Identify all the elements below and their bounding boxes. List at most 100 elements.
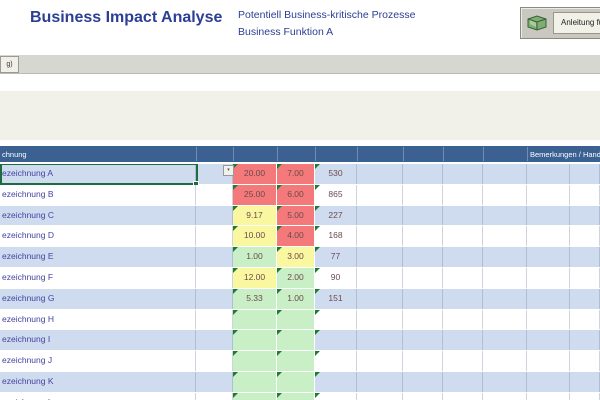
process-name-cell[interactable]: ezeichnung G <box>0 288 196 309</box>
downtime-cost-cell[interactable]: 865 <box>315 184 357 205</box>
grid-cell[interactable] <box>443 247 483 267</box>
process-name-cell[interactable]: ezeichnung K <box>0 372 196 392</box>
impact-rank-cell[interactable] <box>233 351 277 371</box>
grid-cell[interactable] <box>403 247 443 267</box>
relevant-cell[interactable] <box>196 205 233 226</box>
impact-rank-cell[interactable]: 20.00 <box>233 164 277 184</box>
time-sensitivity-cell[interactable] <box>357 184 403 205</box>
remarks-cell[interactable] <box>527 372 570 392</box>
grid-cell[interactable] <box>570 247 600 267</box>
grid-cell[interactable] <box>443 164 483 184</box>
urgency-cell[interactable] <box>277 330 315 351</box>
grid-cell[interactable] <box>570 184 600 205</box>
grid-cell[interactable] <box>570 205 600 226</box>
process-name-cell[interactable]: ezeichnung B <box>0 184 196 205</box>
time-sensitivity-cell[interactable] <box>357 309 403 330</box>
relevant-cell[interactable] <box>196 309 233 330</box>
impact-rank-cell[interactable]: 25.00 <box>233 184 277 205</box>
grid-cell[interactable] <box>483 309 527 330</box>
process-name-cell[interactable]: ezeichnung A <box>0 164 196 184</box>
grid-cell[interactable] <box>483 247 527 267</box>
grid-cell[interactable] <box>483 288 527 309</box>
grid-cell[interactable] <box>443 351 483 371</box>
remarks-cell[interactable] <box>527 268 570 288</box>
grid-cell[interactable] <box>570 351 600 371</box>
grid-cell[interactable] <box>403 309 443 330</box>
grid-cell[interactable] <box>403 164 443 184</box>
time-sensitivity-cell[interactable] <box>357 226 403 247</box>
impact-rank-cell[interactable]: 5.33 <box>233 288 277 309</box>
downtime-cost-cell[interactable] <box>315 351 357 371</box>
process-name-cell[interactable]: ezeichnung C <box>0 205 196 226</box>
downtime-cost-cell[interactable]: 151 <box>315 288 357 309</box>
relevant-cell[interactable] <box>196 351 233 371</box>
grid-cell[interactable] <box>483 268 527 288</box>
downtime-cost-cell[interactable]: 530 <box>315 164 357 184</box>
urgency-cell[interactable] <box>277 372 315 392</box>
grid-cell[interactable] <box>570 288 600 309</box>
time-sensitivity-cell[interactable] <box>357 205 403 226</box>
grid-cell[interactable] <box>483 392 527 400</box>
grid-cell[interactable] <box>403 288 443 309</box>
impact-rank-cell[interactable]: 10.00 <box>233 226 277 247</box>
grid-cell[interactable] <box>570 372 600 392</box>
time-sensitivity-cell[interactable] <box>357 164 403 184</box>
grid-cell[interactable] <box>570 392 600 400</box>
relevant-cell[interactable] <box>196 184 233 205</box>
downtime-cost-cell[interactable] <box>315 392 357 400</box>
grid-cell[interactable] <box>443 288 483 309</box>
downtime-cost-cell[interactable]: 90 <box>315 268 357 288</box>
impact-rank-cell[interactable] <box>233 392 277 400</box>
downtime-cost-cell[interactable] <box>315 309 357 330</box>
grid-cell[interactable] <box>403 268 443 288</box>
remarks-cell[interactable] <box>527 205 570 226</box>
relevant-cell[interactable] <box>196 330 233 351</box>
remarks-cell[interactable] <box>527 226 570 247</box>
grid-cell[interactable] <box>403 330 443 351</box>
urgency-cell[interactable]: 3.00 <box>277 247 315 267</box>
process-name-cell[interactable]: ezeichnung F <box>0 268 196 288</box>
remarks-cell[interactable] <box>527 309 570 330</box>
process-name-cell[interactable]: ezeichnung I <box>0 330 196 351</box>
impact-rank-cell[interactable] <box>233 372 277 392</box>
grid-cell[interactable] <box>443 205 483 226</box>
remarks-cell[interactable] <box>527 351 570 371</box>
remarks-cell[interactable] <box>527 330 570 351</box>
grid-cell[interactable] <box>443 268 483 288</box>
grid-cell[interactable] <box>483 330 527 351</box>
help-button[interactable]: Anleitung fü <box>520 7 600 39</box>
grid-cell[interactable] <box>403 226 443 247</box>
time-sensitivity-cell[interactable] <box>357 268 403 288</box>
urgency-cell[interactable]: 2.00 <box>277 268 315 288</box>
grid-cell[interactable] <box>570 330 600 351</box>
grid-cell[interactable] <box>403 205 443 226</box>
grid-cell[interactable] <box>570 226 600 247</box>
process-name-cell[interactable]: ezeichnung E <box>0 247 196 267</box>
relevant-cell[interactable] <box>196 268 233 288</box>
impact-rank-cell[interactable] <box>233 330 277 351</box>
sheet-tab[interactable]: g) <box>0 56 19 73</box>
process-name-cell[interactable]: ezeichnung L <box>0 392 196 400</box>
grid-cell[interactable] <box>483 351 527 371</box>
grid-cell[interactable] <box>570 268 600 288</box>
dropdown-arrow-icon[interactable]: ▾ <box>223 165 234 176</box>
urgency-cell[interactable] <box>277 309 315 330</box>
time-sensitivity-cell[interactable] <box>357 372 403 392</box>
urgency-cell[interactable]: 7.00 <box>277 164 315 184</box>
downtime-cost-cell[interactable]: 227 <box>315 205 357 226</box>
grid-cell[interactable] <box>443 392 483 400</box>
relevant-cell[interactable] <box>196 392 233 400</box>
time-sensitivity-cell[interactable] <box>357 247 403 267</box>
urgency-cell[interactable]: 5.00 <box>277 205 315 226</box>
process-name-cell[interactable]: ezeichnung H <box>0 309 196 330</box>
grid-cell[interactable] <box>483 164 527 184</box>
grid-cell[interactable] <box>483 226 527 247</box>
grid-cell[interactable] <box>443 226 483 247</box>
urgency-cell[interactable] <box>277 392 315 400</box>
grid-cell[interactable] <box>570 309 600 330</box>
grid-cell[interactable] <box>403 184 443 205</box>
remarks-cell[interactable] <box>527 247 570 267</box>
downtime-cost-cell[interactable]: 168 <box>315 226 357 247</box>
remarks-cell[interactable] <box>527 184 570 205</box>
urgency-cell[interactable]: 1.00 <box>277 288 315 309</box>
